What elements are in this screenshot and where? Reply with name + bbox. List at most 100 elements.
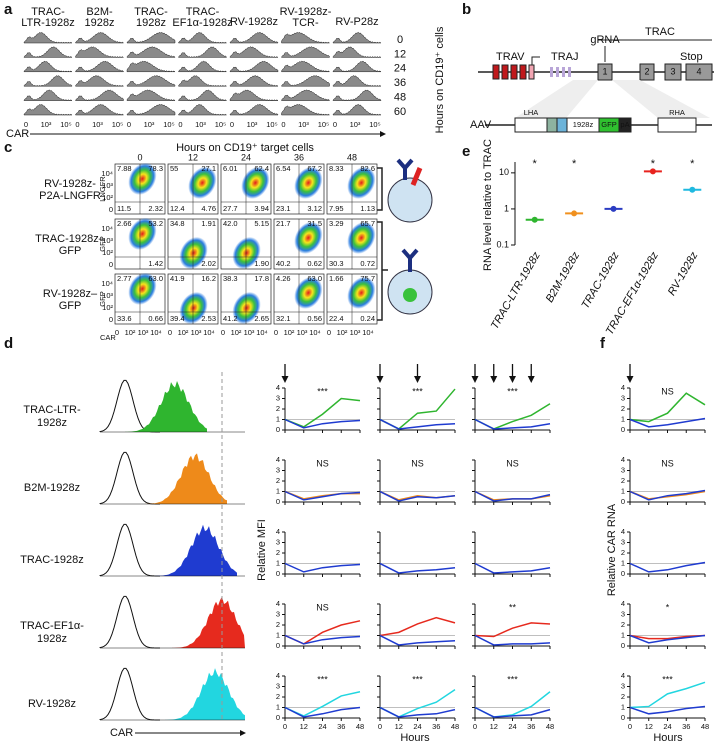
gene-label: TRAC [645, 26, 675, 38]
quadrant-value: 8.33 [329, 164, 344, 173]
line-series [284, 397, 361, 428]
density [294, 166, 323, 199]
quadrant-value: 75.7 [360, 274, 375, 283]
y-tick-label: 4 [621, 455, 625, 464]
x-tick-label: 10⁵ [163, 120, 174, 129]
x-tick-label: 10⁴ [203, 328, 215, 337]
car-icon [396, 158, 414, 180]
x-tick-label: 0 [283, 722, 287, 731]
y-tick-label: 2 [621, 692, 625, 701]
quadrant-value: 11.5 [117, 204, 131, 213]
significance: NS [506, 458, 519, 468]
quadrant-value: 67.2 [307, 164, 322, 173]
quadrant-value: 55 [170, 164, 178, 173]
significance: * [572, 158, 577, 170]
density [179, 291, 208, 325]
axis-title: GFP [98, 291, 107, 306]
density [347, 221, 376, 254]
histogram [23, 89, 73, 101]
arrow-head [240, 730, 246, 736]
grna-label: gRNA [590, 34, 620, 46]
histogram [332, 46, 382, 58]
quadrant-value: 1.42 [148, 259, 163, 268]
y-tick-label: 4 [276, 599, 280, 608]
quadrant-value: 34.8 [170, 219, 185, 228]
pa-box [618, 117, 632, 133]
density [232, 236, 261, 270]
y-tick-label: 3 [621, 537, 625, 546]
x-tick-label: 10³ [92, 120, 103, 129]
histogram [229, 103, 279, 116]
x-tick-label: 36 [432, 722, 440, 731]
y-tick-label: 3 [621, 393, 625, 402]
x-tick-label: 48 [356, 722, 364, 731]
y-tick-label: 1 [276, 702, 280, 711]
dot [689, 186, 696, 193]
x-tick-label: 0 [127, 120, 131, 129]
column-header: 12 [188, 152, 198, 162]
quadrant-value: 0.72 [360, 259, 375, 268]
gene-label: TRAJ [551, 51, 579, 63]
lha [514, 117, 548, 133]
y-tick-label: 3 [621, 681, 625, 690]
column-header: 24 [241, 152, 251, 162]
histogram [126, 89, 176, 101]
y-tick-label: 4 [276, 527, 280, 536]
row-label: 1928z [37, 417, 67, 429]
quadrant-value: 0.62 [307, 259, 322, 268]
histogram [229, 60, 279, 73]
row-label: 1928z [37, 633, 67, 645]
y-tick-label: 2 [621, 476, 625, 485]
y-tick-label: 4 [621, 527, 625, 536]
row-label: TRAC-EF1α- [20, 620, 84, 632]
y-tick-label: 0 [621, 713, 625, 722]
y-tick-label: 0 [621, 641, 625, 650]
x-tick-label: 10² [125, 328, 136, 337]
axis-title: GFP [98, 236, 107, 251]
significance: * [666, 602, 670, 612]
x-tick-label: 0 [230, 120, 234, 129]
histogram [23, 104, 73, 116]
quadrant-value: 3.94 [254, 204, 269, 213]
histogram [75, 31, 124, 44]
line-series [474, 418, 551, 430]
column-header: TRAC- [134, 6, 168, 18]
x-tick-label: 0 [75, 120, 79, 129]
x-tick-label: 10⁴ [309, 328, 321, 337]
x-tick-label: 0 [274, 328, 278, 337]
axis-title: Hours [653, 732, 683, 742]
y-tick-label: 1 [621, 486, 625, 495]
y-tick-label: 3 [621, 609, 625, 618]
significance: ** [509, 602, 517, 612]
y-tick-label: 0 [276, 713, 280, 722]
significance: *** [662, 674, 673, 684]
x-tick-label: 0 [281, 120, 285, 129]
x-tick-label: 10³ [350, 328, 361, 337]
y-tick-label: 2 [621, 620, 625, 629]
histogram [178, 60, 227, 73]
arrow-head [626, 376, 634, 383]
histogram [126, 60, 176, 73]
panel-c-icons [375, 158, 433, 321]
cell-icon [387, 177, 433, 223]
column-header: RV-P28z [335, 16, 378, 28]
y-tick-label: 1 [621, 558, 625, 567]
y-tick-label: 10⁴ [101, 169, 113, 178]
y-tick-label: 3 [276, 393, 280, 402]
quadrant-value: 65.7 [360, 219, 375, 228]
histogram [332, 31, 382, 44]
rha [657, 117, 697, 133]
x-tick-label: 10⁴ [362, 328, 374, 337]
quadrant-value: 41.9 [170, 274, 185, 283]
quadrant-value: 7.88 [117, 164, 132, 173]
line-series [379, 634, 456, 646]
line-series [629, 392, 706, 423]
quadrant-value: 1.91 [201, 219, 216, 228]
y-tick-label: 0 [276, 497, 280, 506]
lha-label: LHA [524, 108, 539, 117]
quadrant-value: 53.2 [148, 219, 163, 228]
column-header: EF1α-1928z [172, 17, 232, 29]
dot [531, 216, 538, 223]
category-label: TRAC-LTR-1928z [489, 250, 543, 332]
